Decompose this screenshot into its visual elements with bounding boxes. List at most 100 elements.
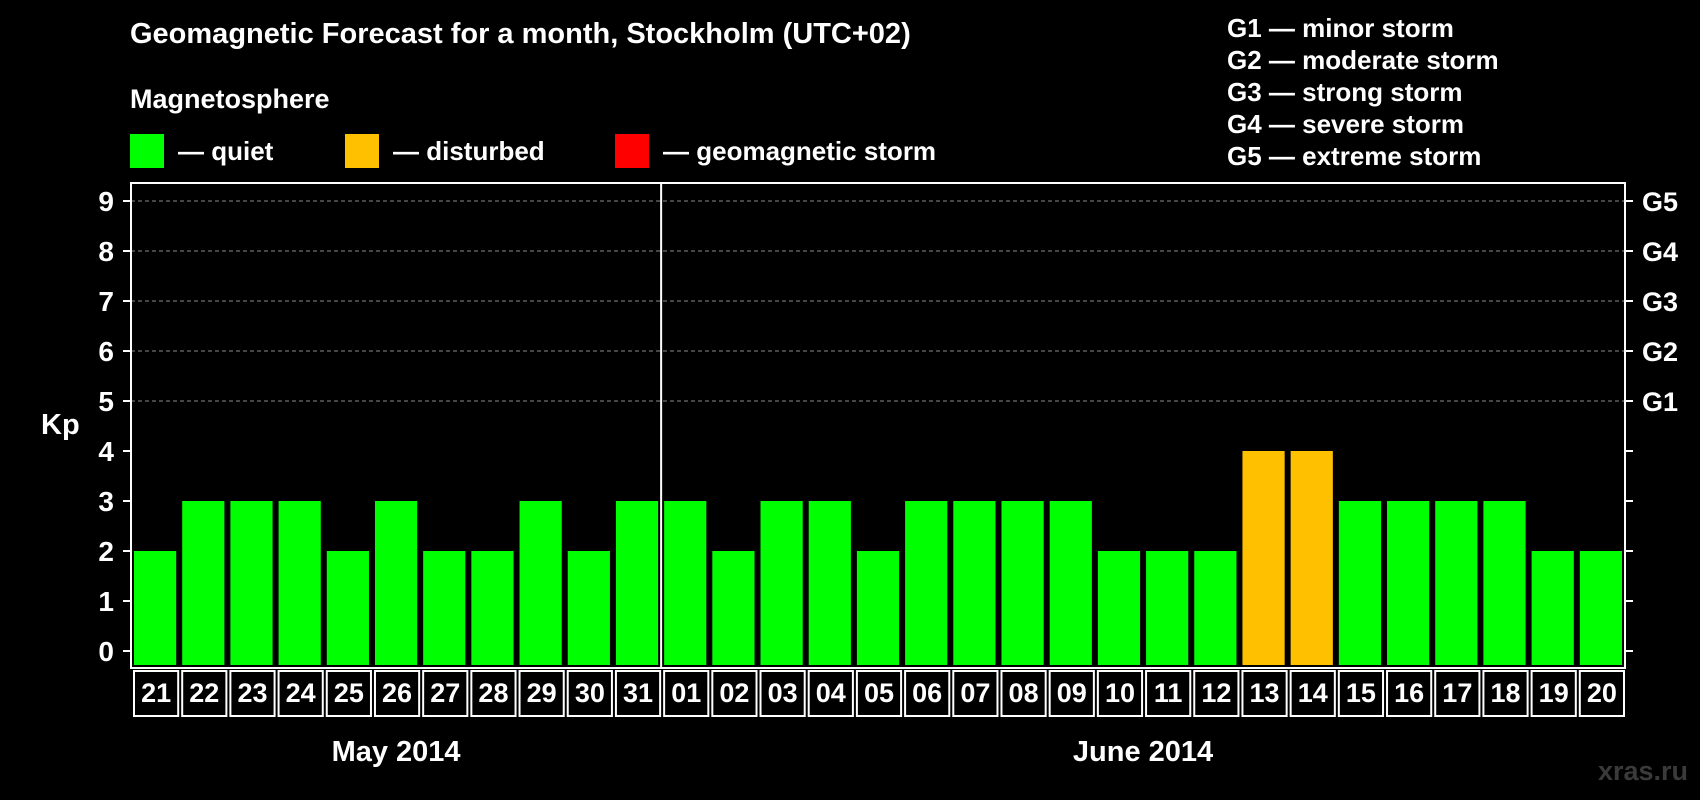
storm-scale-legend: G1 — minor storm G2 — moderate storm G3 … [1227, 12, 1499, 172]
kp-bar [471, 551, 514, 665]
day-label: 18 [1490, 678, 1520, 708]
kp-bar [808, 501, 851, 665]
kp-bar [1242, 451, 1285, 665]
y-tick-label: 8 [98, 236, 114, 267]
day-cell [807, 670, 854, 717]
legend-item-quiet: — quiet [130, 134, 273, 168]
day-cell [711, 670, 758, 717]
kp-bar [1435, 501, 1478, 665]
kp-bar [615, 501, 659, 665]
kp-bar [1338, 501, 1382, 665]
magnetosphere-heading: Magnetosphere [130, 84, 330, 114]
storm-scale-g5: G5 — extreme storm [1227, 141, 1482, 171]
day-cell [1000, 670, 1047, 717]
day-cell [181, 670, 228, 717]
legend-label-quiet: — quiet [178, 135, 274, 166]
day-cell [1530, 670, 1577, 717]
kp-bar [567, 551, 610, 665]
day-cell [422, 670, 469, 717]
y-tick-label: 6 [98, 336, 114, 367]
legend-swatch-quiet [130, 134, 164, 168]
day-cell [1386, 670, 1433, 717]
storm-scale-g1: G1 — minor storm [1227, 13, 1454, 43]
y-tick-label: 5 [98, 386, 114, 417]
day-label: 25 [334, 678, 364, 708]
day-label: 04 [816, 678, 846, 708]
day-label: 16 [1394, 678, 1424, 708]
day-label: 17 [1442, 678, 1472, 708]
day-cell [229, 670, 276, 717]
legend-swatch-disturbed [345, 134, 379, 168]
storm-level-label: G2 [1642, 337, 1678, 367]
kp-bar [664, 501, 707, 665]
day-label: 02 [719, 678, 749, 708]
legend-swatch-storm [615, 134, 649, 168]
day-label: 13 [1250, 678, 1280, 708]
day-cell [1241, 670, 1288, 717]
day-cell [1482, 670, 1529, 717]
day-cell [373, 670, 421, 717]
y-axis-label: Kp [41, 409, 80, 441]
day-label: 27 [430, 678, 460, 708]
day-cell [1145, 670, 1192, 717]
day-cell [325, 670, 372, 717]
day-label: 03 [768, 678, 798, 708]
storm-level-label: G5 [1642, 187, 1678, 217]
y-tick-label: 3 [98, 486, 114, 517]
day-cell [133, 670, 180, 717]
y-tick-label: 1 [98, 586, 114, 617]
day-cell [1289, 670, 1336, 717]
day-cell [759, 670, 806, 717]
kp-bar [278, 501, 321, 665]
day-cell [1048, 670, 1095, 717]
day-label: 19 [1539, 678, 1569, 708]
day-label: 20 [1587, 678, 1617, 708]
day-label: 08 [1009, 678, 1039, 708]
day-label: 31 [623, 678, 653, 708]
day-label: 05 [864, 678, 894, 708]
day-label: 14 [1298, 678, 1328, 708]
day-label: 23 [237, 678, 267, 708]
day-cell [952, 670, 999, 717]
kp-bar [1146, 551, 1189, 665]
day-label: 24 [286, 678, 316, 708]
kp-bar [182, 501, 225, 665]
day-cell [518, 670, 565, 717]
storm-level-label: G3 [1642, 287, 1678, 317]
kp-bar [1531, 551, 1574, 665]
storm-scale-g2: G2 — moderate storm [1227, 45, 1499, 75]
month-label-may: May 2014 [331, 736, 461, 768]
kp-bar [760, 501, 803, 665]
day-label: 09 [1057, 678, 1087, 708]
day-label: 29 [527, 678, 557, 708]
y-tick-label: 4 [98, 436, 114, 467]
day-label: 11 [1154, 678, 1183, 708]
y-tick-label: 0 [98, 636, 114, 667]
day-cell [855, 670, 903, 717]
watermark: xras.ru [1597, 756, 1688, 786]
kp-bar [1387, 501, 1430, 665]
kp-bar [1097, 551, 1141, 665]
day-cell [1193, 670, 1240, 717]
day-label: 21 [141, 678, 171, 708]
kp-bar [519, 501, 562, 665]
day-label: 28 [478, 678, 508, 708]
day-cell [470, 670, 517, 717]
kp-bar [1290, 451, 1333, 665]
storm-level-label: G1 [1642, 387, 1678, 417]
kp-bar [856, 551, 900, 665]
day-label: 22 [189, 678, 219, 708]
chart-title: Geomagnetic Forecast for a month, Stockh… [130, 18, 911, 50]
storm-scale-g4: G4 — severe storm [1227, 109, 1465, 139]
plot-frame [130, 182, 1626, 669]
day-label: 30 [575, 678, 605, 708]
storm-level-label: G4 [1642, 237, 1678, 267]
day-cell [1096, 670, 1144, 717]
y-tick-label: 7 [98, 286, 114, 317]
day-label: 06 [912, 678, 942, 708]
day-label: 12 [1201, 678, 1231, 708]
day-cell [1434, 670, 1481, 717]
storm-scale-g3: G3 — strong storm [1227, 77, 1463, 107]
legend-item-storm: — geomagnetic storm [615, 134, 936, 168]
